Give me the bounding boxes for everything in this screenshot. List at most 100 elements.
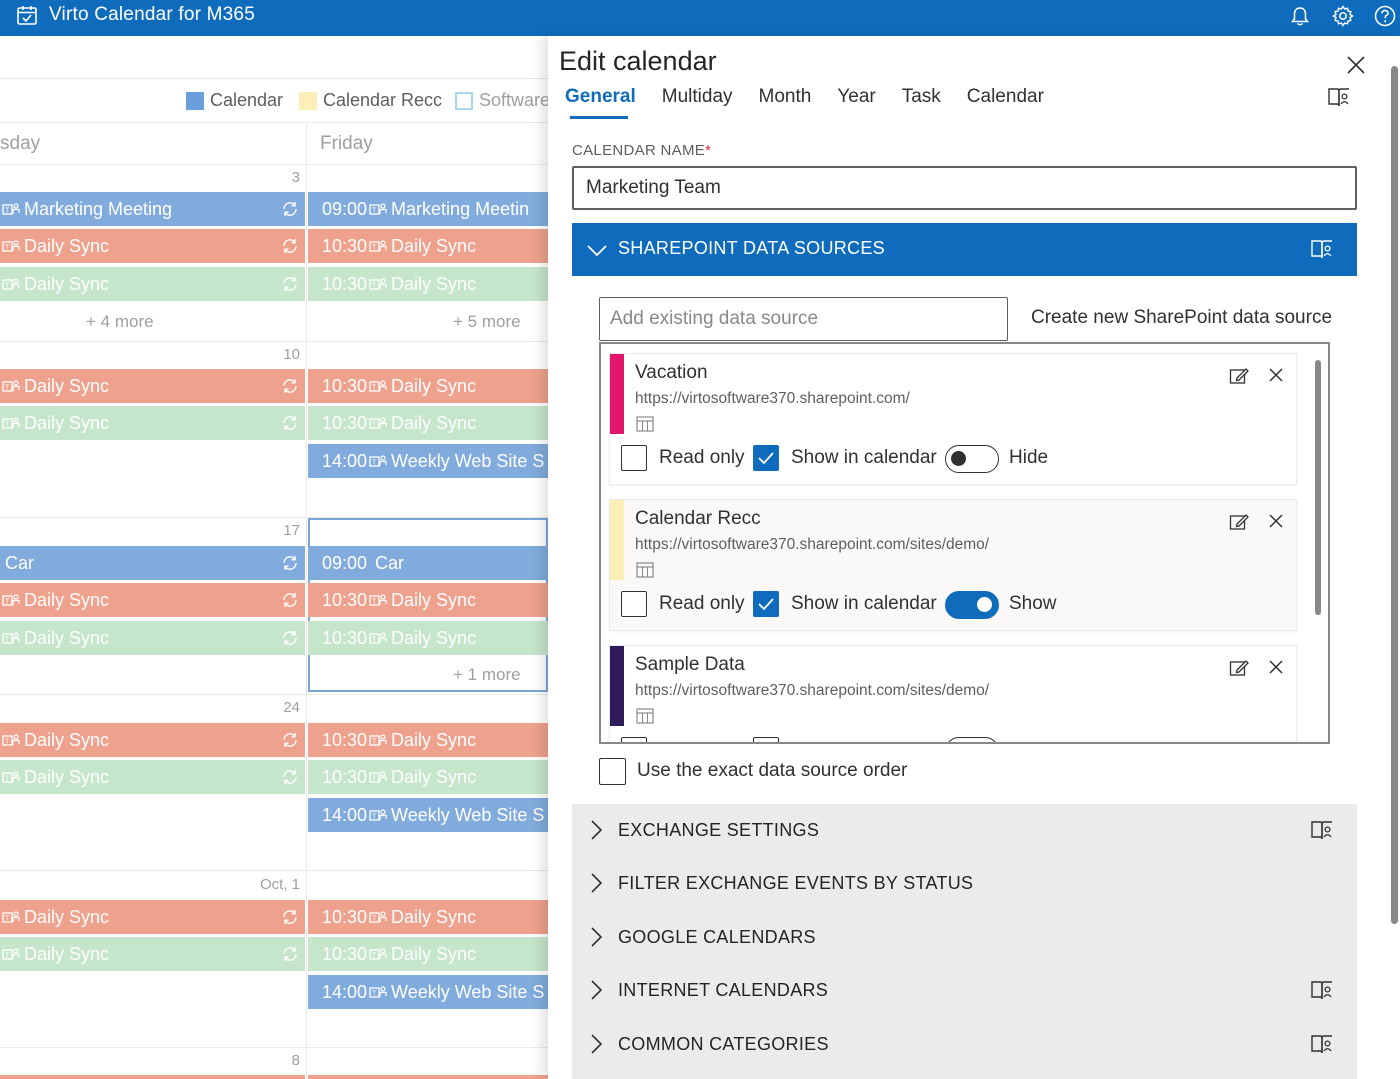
close-icon[interactable]: [1345, 54, 1367, 76]
show-in-calendar-checkbox[interactable]: [753, 591, 779, 617]
event[interactable]: Car: [0, 546, 305, 580]
event[interactable]: 10:30 T Daily Sync: [308, 583, 548, 617]
legend-swatch: [455, 91, 473, 110]
event[interactable]: 09:00 T Marketing Meetin: [308, 192, 548, 226]
book-icon[interactable]: [1310, 979, 1334, 1001]
legend-swatch: [299, 91, 317, 110]
edit-icon[interactable]: [1229, 512, 1249, 532]
event[interactable]: T Daily Sync: [0, 900, 305, 934]
book-icon[interactable]: [1310, 1033, 1334, 1055]
event[interactable]: T Daily Sync: [0, 621, 305, 655]
list-scrollbar[interactable]: [1315, 360, 1321, 615]
event[interactable]: 10:30 T Daily Sync: [308, 406, 548, 440]
event[interactable]: 10:30 T Daily Sync: [308, 369, 548, 403]
tab-year[interactable]: Year: [837, 86, 876, 107]
more-link[interactable]: + 4 more: [86, 312, 154, 331]
event[interactable]: 14:00 T Weekly Web Site S: [308, 444, 548, 478]
svg-text:T: T: [5, 283, 10, 290]
event[interactable]: 10:30 T Daily Sync: [308, 267, 548, 301]
panel-scrollbar[interactable]: [1391, 66, 1398, 924]
legend-item-software[interactable]: Software: [455, 90, 548, 111]
event-time: 09:00: [322, 198, 368, 219]
repeat-icon: [283, 239, 297, 253]
close-icon[interactable]: [1267, 658, 1285, 676]
book-icon[interactable]: [1310, 238, 1334, 260]
day-header: sday: [0, 122, 306, 165]
tab-calendar[interactable]: Calendar: [966, 86, 1044, 107]
event-title: Daily Sync: [24, 412, 110, 433]
event[interactable]: T Daily Sync: [0, 760, 305, 794]
tab-multiday[interactable]: Multiday: [661, 86, 733, 107]
add-data-source-input[interactable]: [599, 297, 1008, 341]
calendar-app-icon: [17, 6, 37, 25]
book-icon[interactable]: [1310, 819, 1334, 841]
section-internet-calendars[interactable]: INTERNET CALENDARS: [572, 964, 1357, 1017]
section-filter-exchange-events[interactable]: FILTER EXCHANGE EVENTS BY STATUS: [572, 857, 1357, 910]
event-title: Daily Sync: [391, 273, 477, 294]
calendar-name-input[interactable]: [572, 166, 1357, 210]
event[interactable]: T Daily Sync: [0, 937, 305, 971]
section-exchange-settings[interactable]: EXCHANGE SETTINGS: [572, 804, 1357, 857]
event-title: Daily Sync: [391, 906, 477, 927]
repeat-icon: [283, 379, 297, 393]
read-only-checkbox[interactable]: [621, 445, 647, 471]
event[interactable]: 10:30 T Daily Sync: [308, 229, 548, 263]
close-icon[interactable]: [1267, 366, 1285, 384]
event[interactable]: 14:00 T Weekly Web Site S: [308, 975, 548, 1009]
event[interactable]: 10:30 T Daily Sync: [308, 937, 548, 971]
tab-general[interactable]: General: [565, 86, 636, 107]
event[interactable]: T Daily Sync: [0, 229, 305, 263]
svg-text:T: T: [372, 776, 377, 783]
gear-icon[interactable]: [1331, 4, 1355, 28]
visibility-toggle[interactable]: [945, 591, 999, 619]
event[interactable]: [0, 1075, 305, 1079]
event[interactable]: T Daily Sync: [0, 369, 305, 403]
tab-month[interactable]: Month: [758, 86, 812, 107]
event[interactable]: 10:30 T Daily Sync: [308, 760, 548, 794]
more-link[interactable]: + 5 more: [453, 312, 521, 331]
teams-icon: T: [2, 240, 20, 252]
more-link[interactable]: + 1 more: [453, 665, 521, 684]
svg-text:T: T: [372, 916, 377, 923]
legend-item-calendar[interactable]: Calendar: [186, 90, 283, 111]
show-in-calendar-label: Show in calendar: [791, 447, 937, 468]
event[interactable]: [308, 1075, 548, 1079]
show-in-calendar-checkbox[interactable]: [753, 737, 779, 742]
read-only-checkbox[interactable]: [621, 737, 647, 742]
visibility-toggle[interactable]: [945, 445, 999, 473]
tab-task[interactable]: Task: [901, 86, 941, 107]
event[interactable]: 10:30 T Daily Sync: [308, 723, 548, 757]
event[interactable]: T Marketing Meeting: [0, 192, 305, 226]
visibility-toggle[interactable]: [945, 737, 999, 742]
section-common-categories[interactable]: COMMON CATEGORIES: [572, 1018, 1357, 1071]
help-icon[interactable]: [1373, 4, 1397, 28]
legend-row: [0, 78, 548, 122]
event[interactable]: 14:00 T Weekly Web Site S: [308, 798, 548, 832]
event[interactable]: T Daily Sync: [0, 723, 305, 757]
event[interactable]: T Daily Sync: [0, 583, 305, 617]
exact-order-checkbox[interactable]: [599, 758, 626, 785]
data-sources-list[interactable]: Vacation https://virtosoftware370.sharep…: [599, 342, 1330, 744]
read-only-checkbox[interactable]: [621, 591, 647, 617]
teams-icon: T: [369, 380, 387, 392]
event[interactable]: T Daily Sync: [0, 267, 305, 301]
event[interactable]: 10:30 T Daily Sync: [308, 900, 548, 934]
section-google-calendars[interactable]: GOOGLE CALENDARS: [572, 911, 1357, 964]
column-divider: [306, 122, 307, 1079]
sharepoint-section-header[interactable]: SHAREPOINT DATA SOURCES: [572, 223, 1357, 276]
create-data-source-link[interactable]: Create new SharePoint data source: [1031, 307, 1333, 328]
edit-icon[interactable]: [1229, 366, 1249, 386]
event[interactable]: 10:30 T Daily Sync: [308, 621, 548, 655]
chevron-right-icon: [591, 873, 603, 893]
event[interactable]: T Daily Sync: [0, 406, 305, 440]
show-in-calendar-checkbox[interactable]: [753, 445, 779, 471]
book-icon[interactable]: [1327, 86, 1351, 108]
required-mark: *: [705, 142, 712, 159]
legend-item-calendar-recc[interactable]: Calendar Recc: [299, 90, 442, 111]
close-icon[interactable]: [1267, 512, 1285, 530]
legend-label: Calendar Recc: [323, 90, 443, 110]
event[interactable]: 09:00 Car: [308, 546, 548, 580]
bell-icon[interactable]: [1288, 4, 1312, 28]
edit-icon[interactable]: [1229, 658, 1249, 678]
active-tab-indicator: [570, 116, 628, 119]
